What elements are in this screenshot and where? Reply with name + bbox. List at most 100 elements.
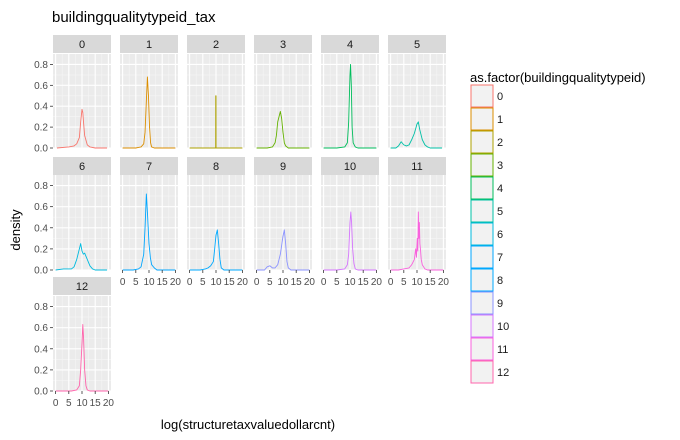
facet-panel-3: 3 [254,35,312,149]
x-tick-label: 15 [90,398,102,409]
x-tick-label: 0 [388,277,394,288]
x-tick-label: 0 [120,277,126,288]
x-tick-label: 10 [143,277,155,288]
facet-strip [120,157,178,175]
legend-key-5 [470,199,494,223]
facet-strip [53,157,111,175]
facet-strip [254,35,312,53]
legend-key-6 [470,222,494,246]
x-tick-label: 0 [53,398,59,409]
legend-item-8: 8 [470,268,503,292]
facet-strip [321,157,379,175]
y-tick-label: 0.4 [34,102,48,113]
y-tick-label: 0.8 [34,302,48,313]
facet-panel-8: 8 0 5 10 15 20 [187,157,249,288]
density-line-6 [55,243,108,271]
facet-strip-label: 6 [79,161,85,173]
legend: as.factor(buildingqualitytypeid) 0123456… [470,70,646,384]
x-tick-label: 10 [411,277,423,288]
facet-strip-label: 8 [213,161,219,173]
legend-item-12: 12 [470,360,509,384]
facet-panel-10: 100 5 10 15 20 [321,157,382,288]
facet-panel-9: 9 0 5 10 15 20 [254,157,315,288]
facet-panel-11: 11 0 5 10 15 20 [388,157,449,288]
x-tick-label: 5 [66,398,72,409]
x-tick-label: 0 [187,277,193,288]
density-line-5 [390,121,443,149]
legend-item-10: 10 [470,314,509,338]
legend-title: as.factor(buildingqualitytypeid) [470,70,646,85]
facet-panel-5: 5 [388,35,446,149]
x-tick-label: 10 [344,277,356,288]
x-tick-label: 10 [76,398,88,409]
x-tick-label: 5 [133,277,139,288]
y-tick-label: 0.2 [34,123,48,134]
legend-key-8 [470,268,494,292]
facet-panel-7: 7 0 5 10 15 20 [120,157,182,288]
y-tick-label: 0.2 [34,244,48,255]
legend-label-0: 0 [497,91,503,103]
legend-item-3: 3 [470,153,503,177]
legend-label-8: 8 [497,275,503,287]
legend-item-2: 2 [470,130,503,154]
x-axis-label: log(structuretaxvaluedollarcnt) [161,417,335,432]
legend-label-10: 10 [497,321,509,333]
x-tick-label: 5 [401,277,407,288]
legend-item-0: 0 [470,84,503,108]
facet-panel-6: 6 0.0 0.2 0.4 0.6 0.8 [34,157,111,277]
y-axis-label: density [8,209,23,251]
y-tick-label: 0.4 [34,223,48,234]
density-line-1 [122,76,176,149]
facet-strip [388,157,446,175]
legend-item-11: 11 [470,337,508,361]
x-tick-label: 20 [170,277,182,288]
y-tick-label: 0.6 [34,81,48,92]
legend-key-10 [470,314,494,338]
facet-panels: 00.00.20.40.60.81 2 3 4 560.00.20.40.60.870 5… [34,35,449,409]
legend-label-11: 11 [497,344,508,356]
facet-strip [187,35,245,53]
facet-strip-label: 5 [414,39,420,51]
legend-key-3 [470,153,494,177]
facet-panel-4: 4 [321,35,379,149]
x-tick-label: 15 [291,277,303,288]
legend-key-0 [470,84,494,108]
y-tick-label: 0.0 [34,387,48,398]
x-tick-label: 15 [358,277,370,288]
density-line-8 [189,229,243,271]
x-tick-label: 20 [237,277,249,288]
density-line-2 [189,95,243,149]
x-tick-label: 10 [210,277,222,288]
facet-panel-12: 12 0.0 0.2 0.4 0.6 0.8 0 5 10 15 20 [34,277,114,409]
x-tick-label: 20 [103,398,115,409]
y-tick-label: 0.8 [34,60,48,71]
y-tick-label: 0.2 [34,365,48,376]
facet-strip-label: 4 [347,39,353,51]
facet-strip-label: 10 [344,161,356,173]
legend-label-1: 1 [497,114,503,126]
legend-item-7: 7 [470,245,503,269]
facet-panel-1: 1 [120,35,178,149]
facet-strip-label: 12 [76,281,88,293]
legend-item-6: 6 [470,222,503,246]
legend-item-4: 4 [470,176,503,200]
legend-label-4: 4 [497,183,503,195]
legend-label-12: 12 [497,367,509,379]
x-tick-label: 5 [334,277,340,288]
x-tick-label: 5 [200,277,206,288]
legend-label-3: 3 [497,160,503,172]
y-tick-label: 0.4 [34,344,48,355]
facet-strip [388,35,446,53]
density-line-12 [55,324,109,392]
legend-label-5: 5 [497,206,503,218]
legend-item-1: 1 [470,107,503,131]
facet-strip [321,35,379,53]
y-tick-label: 0.6 [34,202,48,213]
x-tick-label: 0 [254,277,260,288]
legend-label-6: 6 [497,229,503,241]
facet-strip [53,35,111,53]
legend-key-1 [470,107,494,131]
legend-item-9: 9 [470,291,503,315]
x-tick-label: 0 [321,277,327,288]
